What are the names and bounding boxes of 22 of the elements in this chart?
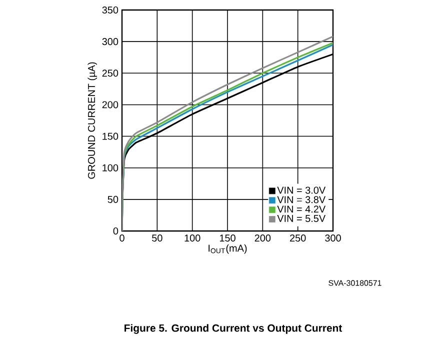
x-axis-title: I$_{OUT}$(mA) bbox=[208, 244, 247, 254]
legend-label: VIN = 5.5V bbox=[277, 215, 326, 222]
y-tick-label: 50 bbox=[108, 196, 118, 203]
x-tick-label: 50 bbox=[152, 234, 162, 242]
y-tick-label: 300 bbox=[102, 38, 118, 46]
x-tick-label: 100 bbox=[184, 234, 200, 242]
legend-label: VIN = 3.0V bbox=[277, 186, 326, 194]
y-tick-label: 200 bbox=[102, 101, 118, 108]
x-tick-label: 200 bbox=[254, 234, 271, 242]
x-tick-label: 0 bbox=[120, 234, 124, 242]
x-tick-label: 150 bbox=[220, 234, 236, 242]
legend-label: VIN = 3.8V bbox=[277, 196, 326, 204]
caption: Figure 5. Ground Current vs Output Current bbox=[124, 324, 342, 334]
y-tick-label: 250 bbox=[102, 70, 118, 77]
x-tick-label: 250 bbox=[290, 234, 306, 242]
x-tick-label: 300 bbox=[325, 234, 341, 242]
y-tick-label: 100 bbox=[102, 164, 118, 172]
y-tick-label: 0 bbox=[113, 227, 118, 235]
y-tick-label: 150 bbox=[102, 132, 118, 140]
y-tick-label: 350 bbox=[102, 6, 118, 14]
legend-label: VIN = 4.2V bbox=[277, 206, 326, 213]
y-axis-title: GROUND CURRENT (µA) bbox=[88, 62, 98, 179]
